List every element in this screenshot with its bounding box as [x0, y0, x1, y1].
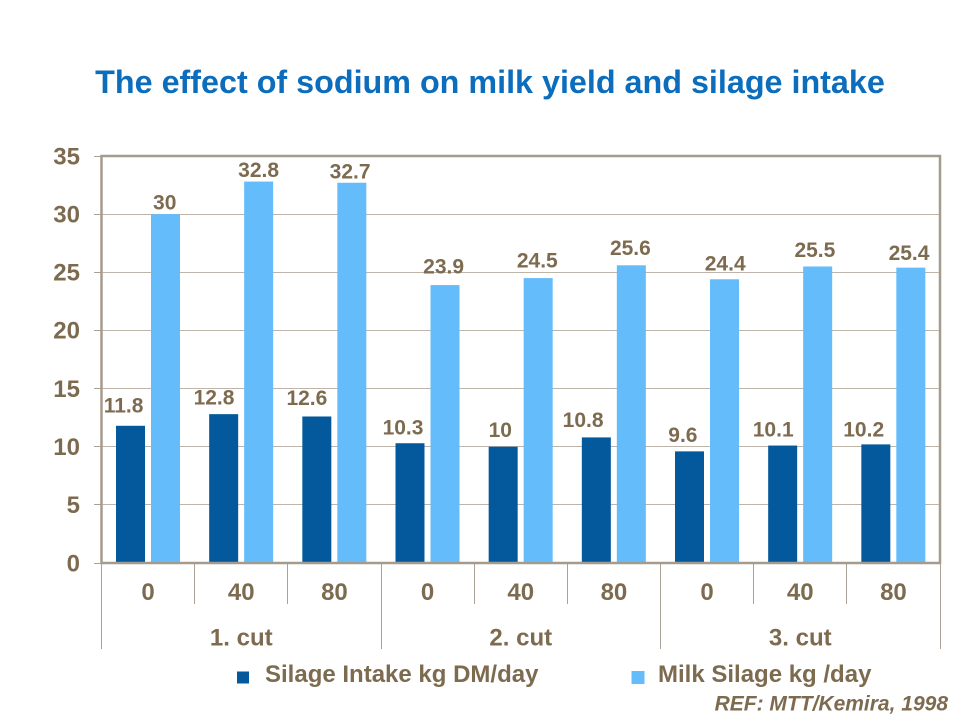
svg-text:Silage Intake kg DM/day: Silage Intake kg DM/day — [265, 661, 539, 688]
svg-text:80: 80 — [601, 579, 628, 606]
svg-text:12.6: 12.6 — [286, 387, 327, 410]
svg-text:REF: MTT/Kemira, 1998: REF: MTT/Kemira, 1998 — [715, 693, 949, 716]
svg-text:24.4: 24.4 — [705, 253, 746, 276]
svg-text:25.4: 25.4 — [889, 242, 930, 265]
svg-text:12.8: 12.8 — [194, 387, 235, 410]
svg-text:5: 5 — [67, 492, 80, 519]
svg-text:10.3: 10.3 — [383, 417, 424, 440]
svg-text:2. cut: 2. cut — [489, 625, 552, 652]
svg-text:The effect of sodium on milk y: The effect of sodium on milk yield and s… — [95, 64, 885, 100]
svg-text:Milk Silage kg /day: Milk Silage kg /day — [658, 661, 872, 688]
svg-text:0: 0 — [421, 579, 434, 606]
svg-text:1. cut: 1. cut — [210, 625, 273, 652]
svg-text:0: 0 — [67, 550, 80, 577]
svg-text:25.5: 25.5 — [794, 239, 835, 262]
svg-text:20: 20 — [53, 318, 80, 345]
svg-text:32.7: 32.7 — [330, 160, 371, 183]
svg-text:40: 40 — [507, 579, 534, 606]
svg-text:40: 40 — [787, 579, 814, 606]
svg-text:35: 35 — [53, 143, 80, 170]
svg-text:23.9: 23.9 — [423, 256, 464, 279]
svg-text:80: 80 — [880, 579, 907, 606]
svg-text:24.5: 24.5 — [517, 250, 558, 273]
svg-text:40: 40 — [228, 579, 255, 606]
svg-text:30: 30 — [53, 201, 80, 228]
svg-text:0: 0 — [700, 579, 713, 606]
svg-text:10: 10 — [489, 419, 512, 442]
svg-text:10.2: 10.2 — [843, 418, 884, 441]
svg-text:3. cut: 3. cut — [769, 625, 832, 652]
svg-text:25: 25 — [53, 260, 80, 287]
svg-text:10.1: 10.1 — [753, 418, 794, 441]
svg-text:80: 80 — [321, 579, 348, 606]
svg-text:25.6: 25.6 — [610, 237, 651, 260]
svg-text:10.8: 10.8 — [563, 409, 604, 432]
svg-text:30: 30 — [153, 192, 176, 215]
svg-text:9.6: 9.6 — [668, 424, 697, 447]
svg-text:15: 15 — [53, 376, 80, 403]
svg-text:32.8: 32.8 — [238, 159, 279, 182]
svg-text:11.8: 11.8 — [104, 395, 144, 418]
svg-text:10: 10 — [53, 434, 80, 461]
svg-text:0: 0 — [141, 579, 154, 606]
